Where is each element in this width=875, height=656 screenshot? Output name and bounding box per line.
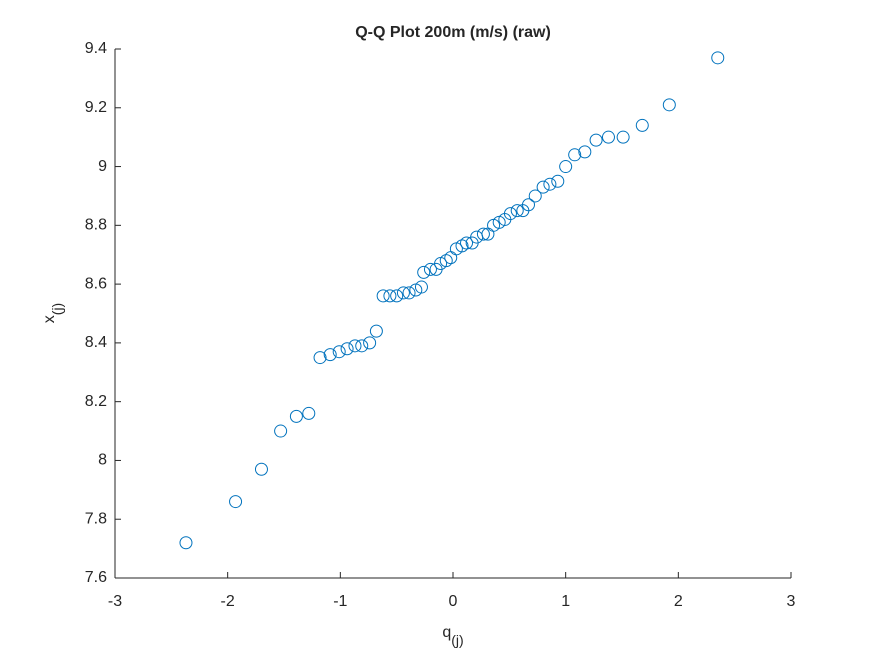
- point: [711, 51, 725, 65]
- y-tick-label: 8.4: [85, 334, 107, 351]
- point: [528, 189, 542, 203]
- point: [578, 145, 592, 159]
- x-axis-label-text: q: [442, 624, 451, 641]
- y-tick-label: 8.2: [85, 393, 107, 410]
- y-tick-label: 8.8: [85, 217, 107, 234]
- point: [635, 118, 649, 132]
- chart-title: Q-Q Plot 200m (m/s) (raw): [355, 24, 551, 41]
- x-tick-label: -3: [108, 593, 122, 610]
- point: [476, 227, 490, 241]
- x-tick-label: 1: [561, 593, 570, 610]
- point: [601, 130, 615, 144]
- point: [376, 289, 390, 303]
- point: [536, 180, 550, 194]
- point: [229, 495, 243, 509]
- y-tick-label: 9.4: [85, 40, 107, 57]
- point: [274, 424, 288, 438]
- point: [423, 262, 437, 276]
- x-axis-label-sub: (j): [451, 632, 463, 648]
- point: [313, 351, 327, 365]
- y-tick-label: 8.6: [85, 275, 107, 292]
- point: [559, 160, 573, 174]
- point: [455, 239, 469, 253]
- point: [589, 133, 603, 147]
- point: [289, 409, 303, 423]
- point: [521, 198, 535, 212]
- y-axis-label: x(j): [41, 303, 64, 323]
- x-axis-label: q(j): [442, 624, 463, 647]
- x-tick-label: 2: [674, 593, 683, 610]
- y-axis-label-text: x: [41, 315, 58, 323]
- point: [254, 462, 268, 476]
- point: [363, 336, 377, 350]
- point: [323, 348, 337, 362]
- point: [543, 177, 557, 191]
- point: [340, 342, 354, 356]
- point: [390, 289, 404, 303]
- point: [402, 286, 416, 300]
- y-tick-label: 9: [98, 158, 107, 175]
- point: [332, 345, 346, 359]
- y-tick-label: 9.2: [85, 99, 107, 116]
- point: [302, 406, 316, 420]
- y-tick-label: 8: [98, 452, 107, 469]
- y-tick-label: 7.8: [85, 510, 107, 527]
- point: [383, 289, 397, 303]
- point: [179, 536, 193, 550]
- point: [369, 324, 383, 338]
- point: [662, 98, 676, 112]
- point: [510, 204, 524, 218]
- point: [414, 280, 428, 294]
- point: [503, 207, 517, 221]
- point: [460, 236, 474, 250]
- point: [396, 286, 410, 300]
- y-axis-label-sub: (j): [49, 303, 65, 315]
- point: [439, 254, 453, 268]
- point: [568, 148, 582, 162]
- y-tick-label: 7.6: [85, 569, 107, 586]
- point: [348, 339, 362, 353]
- x-tick-label: 3: [787, 593, 796, 610]
- x-tick-label: 0: [449, 593, 458, 610]
- x-tick-label: -1: [333, 593, 347, 610]
- point: [616, 130, 630, 144]
- point: [417, 265, 431, 279]
- x-tick-label: -2: [221, 593, 235, 610]
- point: [355, 339, 369, 353]
- point: [444, 251, 458, 265]
- point: [551, 174, 565, 188]
